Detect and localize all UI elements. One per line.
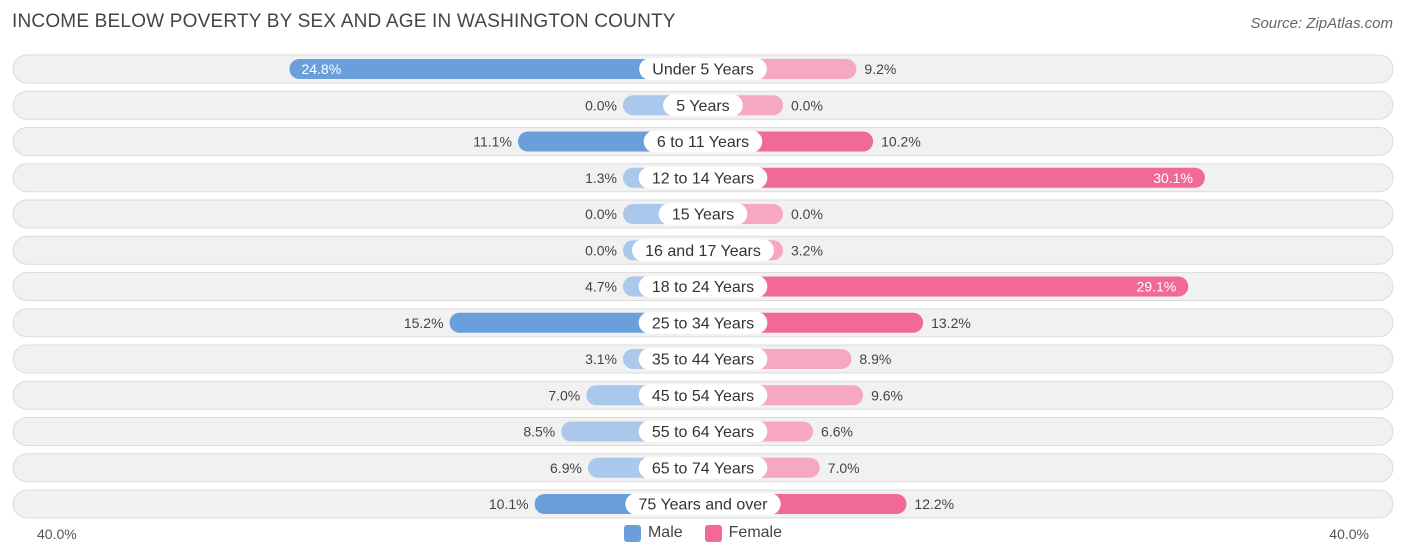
category-label: Under 5 Years: [652, 62, 753, 79]
category-label: 65 to 74 Years: [652, 460, 754, 477]
male-value-label: 10.1%: [489, 496, 529, 512]
category-pill: [658, 203, 748, 225]
female-value-label: 12.2%: [914, 496, 954, 512]
category-label: 25 to 34 Years: [652, 315, 754, 332]
category-label: 55 to 64 Years: [652, 424, 754, 441]
row-11: 65 to 74 Years 6.9% 7.0%: [12, 453, 1394, 483]
female-value-label: 8.9%: [859, 351, 891, 367]
row-1: 5 Years 0.0% 0.0%: [12, 90, 1394, 120]
female-value-label: 0.0%: [791, 206, 823, 222]
legend-male[interactable]: Male: [623, 524, 683, 542]
category-label: 5 Years: [676, 98, 729, 115]
male-value-label: 7.0%: [548, 387, 580, 403]
category-pill: [638, 348, 768, 370]
row-8: 35 to 44 Years 3.1% 8.9%: [12, 344, 1394, 374]
row-9: 45 to 54 Years 7.0% 9.6%: [12, 380, 1394, 410]
female-value-label: 0.0%: [791, 97, 823, 113]
legend-female[interactable]: Female: [704, 524, 783, 542]
row-0: Under 5 Years 24.8% 9.2%: [12, 54, 1394, 84]
male-bar: [449, 312, 703, 333]
row-4: 15 Years 0.0% 0.0%: [12, 199, 1394, 229]
legend: Male Female: [0, 524, 1406, 542]
category-pill: [638, 311, 768, 334]
chart-title: INCOME BELOW POVERTY BY SEX AND AGE IN W…: [12, 11, 676, 32]
male-value-label: 0.0%: [585, 242, 617, 258]
male-value-label: 6.9%: [550, 460, 582, 476]
category-label: 12 to 14 Years: [652, 170, 754, 187]
male-value-label: 0.0%: [585, 97, 617, 113]
male-value-label: 0.0%: [585, 206, 617, 222]
category-label: 75 Years and over: [639, 497, 769, 514]
category-label: 18 to 24 Years: [652, 279, 754, 296]
category-pill: [638, 275, 768, 298]
female-bar: [703, 276, 1189, 297]
female-value-label: 9.2%: [864, 61, 896, 77]
legend-male-label: Male: [647, 524, 683, 541]
male-value-label: 3.1%: [585, 351, 617, 367]
male-bar: [289, 59, 703, 79]
axis-left-label: 40.0%: [37, 526, 77, 542]
male-value-label: 24.8%: [301, 61, 341, 77]
female-value-label: 10.2%: [881, 134, 921, 150]
male-swatch: [623, 524, 641, 542]
category-pill: [625, 493, 781, 515]
row-6: 18 to 24 Years 4.7% 29.1%: [12, 272, 1394, 301]
category-label: 15 Years: [672, 207, 734, 224]
category-label: 6 to 11 Years: [657, 134, 749, 151]
male-value-label: 15.2%: [404, 315, 444, 331]
female-value-label: 13.2%: [931, 315, 971, 331]
female-swatch: [704, 524, 722, 542]
female-value-label: 3.2%: [791, 242, 823, 258]
row-2: 6 to 11 Years 11.1% 10.2%: [12, 127, 1394, 156]
source-note: Source: ZipAtlas.com: [1250, 15, 1393, 32]
legend-female-label: Female: [728, 524, 783, 541]
category-pill: [638, 420, 768, 443]
male-value-label: 1.3%: [585, 170, 617, 186]
female-value-label: 30.1%: [1153, 170, 1193, 186]
category-pill: [632, 239, 774, 262]
category-pill: [663, 94, 743, 117]
row-3: 12 to 14 Years 1.3% 30.1%: [12, 163, 1394, 193]
female-bar: [703, 167, 1205, 188]
row-12: 75 Years and over 10.1% 12.2%: [12, 489, 1394, 519]
female-value-label: 7.0%: [828, 460, 860, 476]
poverty-chart: Under 5 Years 24.8% 9.2% 5 Years 0.0% 0.0% 6 t…: [12, 54, 1394, 519]
category-label: 35 to 44 Years: [652, 352, 754, 369]
male-value-label: 8.5%: [523, 424, 555, 440]
male-value-label: 11.1%: [473, 134, 512, 150]
category-pill: [643, 130, 763, 153]
category-pill: [639, 58, 767, 80]
axis-right-label: 40.0%: [1329, 526, 1369, 542]
row-10: 55 to 64 Years 8.5% 6.6%: [12, 417, 1394, 446]
row-5: 16 and 17 Years 0.0% 3.2%: [12, 235, 1394, 265]
female-value-label: 9.6%: [871, 387, 903, 403]
female-value-label: 29.1%: [1137, 279, 1177, 295]
female-value-label: 6.6%: [821, 424, 853, 440]
category-label: 45 to 54 Years: [652, 388, 754, 405]
category-pill: [638, 456, 768, 479]
row-7: 25 to 34 Years 15.2% 13.2%: [12, 308, 1394, 338]
male-value-label: 4.7%: [585, 279, 617, 295]
category-pill: [638, 166, 768, 189]
category-label: 16 and 17 Years: [645, 243, 761, 260]
category-pill: [638, 384, 768, 407]
